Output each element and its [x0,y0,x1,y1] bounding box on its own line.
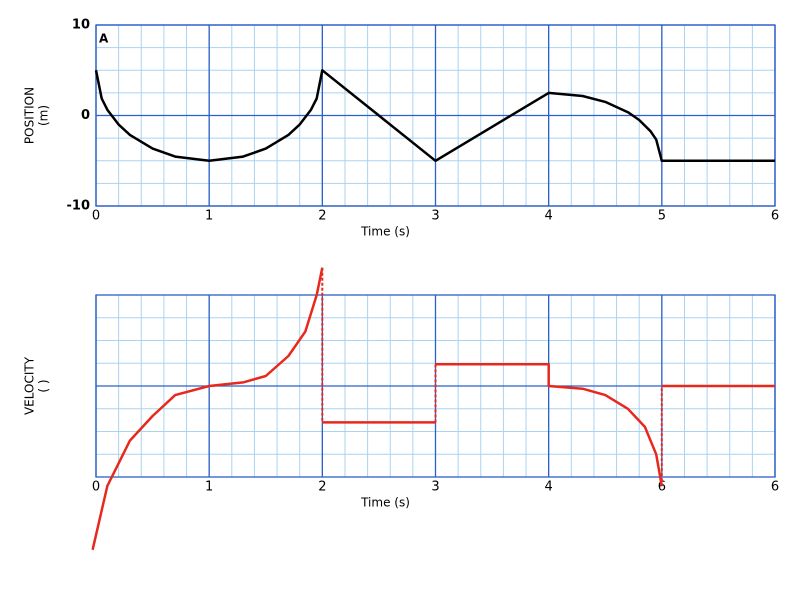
x-tick-label: 4 [545,209,553,224]
y-axis-label: (m) [37,105,51,126]
data-line [321,267,663,487]
x-tick-label: 1 [205,480,213,495]
y-axis-label: VELOCITY [23,356,37,415]
x-tick-label: 2 [318,480,326,495]
x-tick-label: 2 [318,209,326,224]
x-tick-label: 5 [658,209,666,224]
x-axis-label: Time (s) [360,225,410,239]
x-tick-label: 6 [771,480,779,495]
x-tick-label: 0 [92,209,100,224]
x-tick-label: 0 [92,480,100,495]
x-tick-label: 3 [431,209,439,224]
y-tick-label: -10 [67,199,91,214]
x-tick-label: 4 [545,480,553,495]
y-tick-label: 10 [72,18,90,33]
y-axis-label: POSITION [23,87,37,144]
y-axis-label: ( ) [37,379,51,392]
x-tick-label: 3 [431,480,439,495]
data-line [91,267,775,551]
x-tick-label: 6 [658,480,666,495]
x-tick-label: 1 [205,209,213,224]
x-axis-label: Time (s) [360,496,410,510]
data-line [94,69,775,163]
y-tick-label: 0 [81,108,90,123]
panel-label: A [99,32,109,46]
x-tick-label: 6 [771,209,779,224]
